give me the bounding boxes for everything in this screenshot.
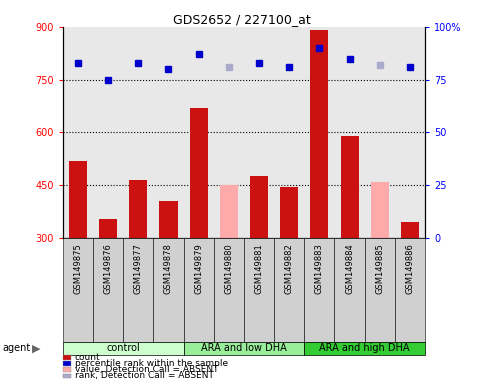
Text: agent: agent bbox=[2, 343, 30, 354]
Bar bbox=[220, 185, 238, 238]
Text: GSM149886: GSM149886 bbox=[405, 243, 414, 294]
Text: GSM149875: GSM149875 bbox=[73, 243, 83, 294]
Bar bbox=[63, 342, 184, 355]
Bar bbox=[395, 238, 425, 342]
Bar bbox=[280, 187, 298, 238]
Bar bbox=[213, 238, 244, 342]
Text: count: count bbox=[75, 353, 100, 362]
Bar bbox=[250, 177, 268, 238]
Text: value, Detection Call = ABSENT: value, Detection Call = ABSENT bbox=[75, 365, 218, 374]
Bar bbox=[129, 180, 147, 238]
Text: rank, Detection Call = ABSENT: rank, Detection Call = ABSENT bbox=[75, 371, 214, 381]
Text: percentile rank within the sample: percentile rank within the sample bbox=[75, 359, 228, 368]
Bar bbox=[334, 238, 365, 342]
Bar bbox=[401, 222, 419, 238]
Bar bbox=[69, 161, 87, 238]
Text: GSM149881: GSM149881 bbox=[255, 243, 264, 294]
Text: GSM149884: GSM149884 bbox=[345, 243, 354, 294]
Bar bbox=[159, 201, 178, 238]
Text: ARA and high DHA: ARA and high DHA bbox=[319, 343, 410, 354]
Bar bbox=[123, 238, 154, 342]
Bar bbox=[63, 238, 93, 342]
Text: control: control bbox=[106, 343, 140, 354]
Text: GSM149877: GSM149877 bbox=[134, 243, 143, 294]
Bar bbox=[99, 219, 117, 238]
Bar bbox=[341, 136, 358, 238]
Bar bbox=[184, 238, 213, 342]
Text: GSM149885: GSM149885 bbox=[375, 243, 384, 294]
Text: GSM149880: GSM149880 bbox=[224, 243, 233, 294]
Bar bbox=[154, 238, 184, 342]
Bar bbox=[311, 30, 328, 238]
Bar bbox=[184, 342, 304, 355]
Text: GSM149882: GSM149882 bbox=[284, 243, 294, 294]
Text: GSM149879: GSM149879 bbox=[194, 243, 203, 294]
Bar bbox=[304, 342, 425, 355]
Text: ARA and low DHA: ARA and low DHA bbox=[201, 343, 287, 354]
Bar bbox=[274, 238, 304, 342]
Bar bbox=[93, 238, 123, 342]
Bar bbox=[189, 108, 208, 238]
Text: GSM149883: GSM149883 bbox=[315, 243, 324, 294]
Bar bbox=[365, 238, 395, 342]
Text: GDS2652 / 227100_at: GDS2652 / 227100_at bbox=[172, 13, 311, 26]
Bar bbox=[371, 182, 389, 238]
Text: GSM149876: GSM149876 bbox=[103, 243, 113, 294]
Bar bbox=[244, 238, 274, 342]
Bar bbox=[304, 238, 334, 342]
Text: GSM149878: GSM149878 bbox=[164, 243, 173, 294]
Text: ▶: ▶ bbox=[32, 343, 41, 354]
